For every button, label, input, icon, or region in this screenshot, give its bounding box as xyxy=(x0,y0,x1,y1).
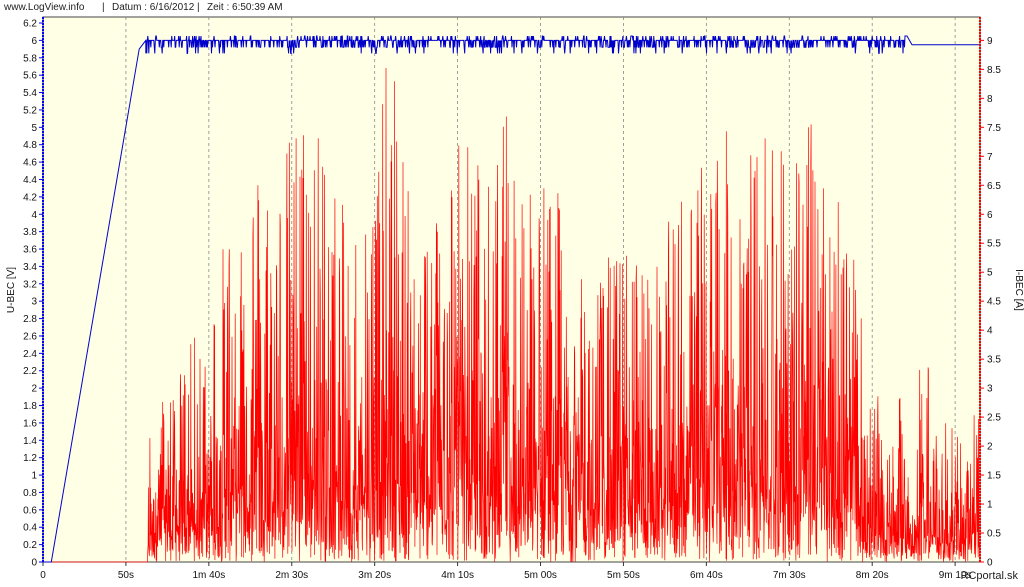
right-tick-label: 2.5 xyxy=(987,413,1001,424)
right-tick-label: 5 xyxy=(987,268,993,279)
right-tick-label: 4 xyxy=(987,326,993,337)
left-tick-label: 2.6 xyxy=(23,331,37,342)
right-tick-label: 3.5 xyxy=(987,355,1001,366)
left-tick-label: 0.6 xyxy=(23,505,37,516)
right-tick-label: 5.5 xyxy=(987,239,1001,250)
left-tick-label: 6.2 xyxy=(23,19,37,30)
x-tick-label: 1m 40s xyxy=(192,570,225,581)
left-tick-label: 1.6 xyxy=(23,418,37,429)
left-tick-label: 4.8 xyxy=(23,140,37,151)
left-axis: 0 0.2 0.4 0.6 0.8 1 1.2 1.4 1.6 1.8 2 2.2 2.4 2.6 2.8 3… xyxy=(23,17,44,569)
left-tick-label: 5.2 xyxy=(23,105,37,116)
header-separator: | xyxy=(197,2,200,13)
right-axis: 0 0.5 1 1.5 2 2.5 3 3.5 4 4.5 5 5.5 6 6.5 7 7.5 8 8.5 9 xyxy=(979,17,1001,569)
x-axis: 0 50s 1m 40s 2m 30s 3m 20s 4m 10s 5m 00s 5m 50s… xyxy=(40,562,972,581)
left-tick-label: 5.4 xyxy=(23,88,37,99)
left-tick-label: 2.8 xyxy=(23,314,37,325)
left-tick-label: 3 xyxy=(31,297,37,308)
x-tick-label: 4m 10s xyxy=(441,570,474,581)
right-axis-title: I-BEC [A] xyxy=(1013,269,1024,311)
left-tick-label: 6 xyxy=(31,36,37,47)
right-tick-label: 3 xyxy=(987,384,993,395)
x-tick-label: 8m 20s xyxy=(856,570,889,581)
left-tick-label: 5.8 xyxy=(23,53,37,64)
left-tick-label: 3.2 xyxy=(23,279,37,290)
x-tick-label: 0 xyxy=(40,570,46,581)
x-tick-label: 5m 50s xyxy=(607,570,640,581)
header-date: Datum : 6/16/2012 xyxy=(112,2,195,13)
left-tick-label: 0.2 xyxy=(23,540,37,551)
left-tick-label: 4.2 xyxy=(23,192,37,203)
x-tick-label: 5m 00s xyxy=(524,570,557,581)
watermark: RCportal.sk xyxy=(960,570,1018,582)
header-separator: | xyxy=(102,2,105,13)
right-tick-label: 7 xyxy=(987,152,993,163)
header-site: www.LogView.info xyxy=(4,2,85,13)
header-time: Zeit : 6:50:39 AM xyxy=(207,2,283,13)
left-tick-label: 3.6 xyxy=(23,245,37,256)
chart-header: www.LogView.info | Datum : 6/16/2012 | Z… xyxy=(0,0,1024,16)
left-tick-label: 0.8 xyxy=(23,488,37,499)
left-tick-label: 1.4 xyxy=(23,436,37,447)
right-tick-label: 1.5 xyxy=(987,471,1001,482)
left-tick-label: 2.2 xyxy=(23,366,37,377)
current-series xyxy=(43,67,981,563)
left-tick-label: 4.6 xyxy=(23,158,37,169)
left-tick-label: 3.8 xyxy=(23,227,37,238)
left-tick-label: 1.8 xyxy=(23,401,37,412)
x-tick-label: 7m 30s xyxy=(773,570,806,581)
voltage-series-line xyxy=(43,35,980,563)
left-tick-label: 5.6 xyxy=(23,71,37,82)
x-tick-label: 3m 20s xyxy=(358,570,391,581)
right-tick-label: 7.5 xyxy=(987,123,1001,134)
x-tick-label: 2m 30s xyxy=(275,570,308,581)
right-tick-label: 0 xyxy=(987,558,993,569)
left-tick-label: 1.2 xyxy=(23,453,37,464)
left-tick-label: 4 xyxy=(31,210,37,221)
left-tick-label: 4.4 xyxy=(23,175,37,186)
left-tick-label: 5 xyxy=(31,123,37,134)
right-tick-label: 6 xyxy=(987,210,993,221)
right-tick-label: 4.5 xyxy=(987,297,1001,308)
right-tick-label: 1 xyxy=(987,500,993,511)
current-series-line xyxy=(43,67,981,563)
x-tick-label: 9m 10s xyxy=(939,570,972,581)
x-tick-label: 50s xyxy=(118,570,134,581)
left-tick-label: 1 xyxy=(31,471,37,482)
voltage-series xyxy=(43,35,980,563)
left-tick-label: 2.4 xyxy=(23,349,37,360)
right-tick-label: 8.5 xyxy=(987,65,1001,76)
right-tick-label: 9 xyxy=(987,36,993,47)
right-tick-label: 2 xyxy=(987,442,993,453)
left-tick-label: 3.4 xyxy=(23,262,37,273)
right-tick-label: 0.5 xyxy=(987,529,1001,540)
left-tick-label: 2 xyxy=(31,384,37,395)
right-tick-label: 6.5 xyxy=(987,181,1001,192)
right-tick-label: 8 xyxy=(987,94,993,105)
left-tick-label: 0.4 xyxy=(23,523,37,534)
grid-lines xyxy=(125,17,956,562)
left-axis-title: U-BEC [V] xyxy=(6,267,17,313)
left-tick-label: 0 xyxy=(31,558,37,569)
x-tick-label: 6m 40s xyxy=(690,570,723,581)
